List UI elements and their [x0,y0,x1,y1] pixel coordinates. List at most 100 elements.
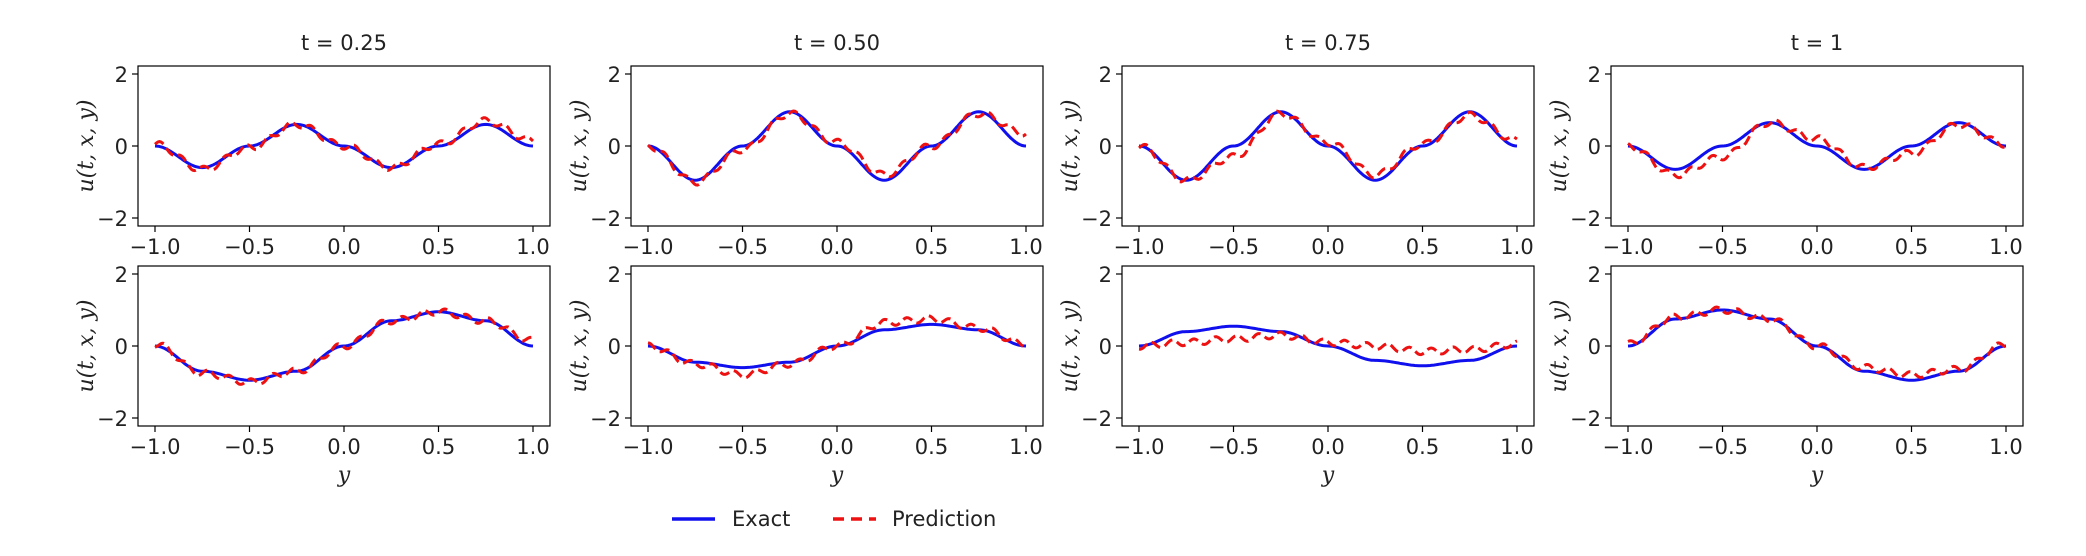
x-tick-label: −0.5 [224,235,275,259]
subplot-title: t = 1 [1791,31,1844,55]
series-prediction-line [646,109,1027,187]
y-axis-label: u(t, x, y) [1058,300,1083,393]
subplot-6: −1.0 −0.5 0.0 0.5 1.0 2 0 −2 u(t, x, y) y [567,263,1044,488]
x-tick-label: 0.5 [915,435,948,459]
x-tick-label: −1.0 [130,435,181,459]
x-tick-label: −1.0 [1114,235,1165,259]
series-prediction-line [1627,118,2007,180]
y-tick-label: −2 [590,407,621,431]
x-tick-label: −1.0 [130,235,181,259]
y-axis-label: u(t, x, y) [567,100,592,193]
y-tick-label: 0 [115,135,128,159]
x-axis-label: y [1810,463,1824,488]
y-tick-label: 0 [115,335,128,359]
x-tick-label: −1.0 [1603,235,1654,259]
series-exact-line [1627,121,2007,171]
y-tick-label: 0 [1588,135,1601,159]
x-tick-label: 0.0 [1311,235,1344,259]
x-tick-label: 0.5 [1895,235,1928,259]
y-tick-label: 0 [1099,135,1112,159]
series-prediction-line [647,314,1027,380]
subplot-1: −1.0 −0.5 0.0 0.5 1.0 2 0 −2 u(t, x, y) t = 0.25 [74,31,551,259]
x-tick-label: 0.0 [327,235,360,259]
x-tick-label: 0.5 [422,435,455,459]
y-tick-label: 2 [608,263,621,287]
y-axis-label: u(t, x, y) [74,300,99,393]
x-tick-label: 0.0 [327,435,360,459]
y-tick-label: 0 [608,335,621,359]
y-tick-label: −2 [1570,407,1601,431]
x-tick-label: 0.0 [1800,435,1833,459]
y-axis-label: u(t, x, y) [1547,100,1572,193]
series-prediction-line [154,116,535,173]
y-tick-label: −2 [97,407,128,431]
subplot-2: −1.0 −0.5 0.0 0.5 1.0 2 0 −2 u(t, x, y) t = 0.50 [567,31,1044,259]
x-tick-label: 1.0 [516,435,549,459]
x-axis-label: y [830,463,844,488]
subplot-5: −1.0 −0.5 0.0 0.5 1.0 2 0 −2 u(t, x, y) y [74,263,551,488]
subplot-8: −1.0 −0.5 0.0 0.5 1.0 2 0 −2 u(t, x, y) y [1547,263,2024,488]
y-tick-label: −2 [1570,207,1601,231]
y-tick-label: 0 [1099,335,1112,359]
y-tick-label: −2 [590,207,621,231]
y-tick-label: 0 [608,135,621,159]
legend-prediction-label: Prediction [892,507,996,531]
y-tick-label: −2 [97,207,128,231]
y-tick-label: 0 [1588,335,1601,359]
subplot-title: t = 0.75 [1285,31,1371,55]
x-tick-label: 0.0 [820,435,853,459]
subplot-grid: −1.0 −0.5 0.0 0.5 1.020−2u(t, x, y)t = 0.25−… [74,31,2024,488]
x-tick-label: −1.0 [623,435,674,459]
legend: Exact Prediction [672,507,996,531]
x-tick-label: 0.0 [1800,235,1833,259]
x-axis-label: y [1321,463,1335,488]
x-tick-label: −0.5 [224,435,275,459]
y-tick-label: 2 [1099,263,1112,287]
x-tick-label: −0.5 [1208,435,1259,459]
x-tick-label: −1.0 [1603,435,1654,459]
series-exact-line [647,110,1027,182]
x-tick-label: −0.5 [1697,235,1748,259]
y-axis-label: u(t, x, y) [567,300,592,393]
x-tick-label: −0.5 [1697,435,1748,459]
x-tick-label: −0.5 [1208,235,1259,259]
x-tick-label: −0.5 [717,235,768,259]
series-prediction-line [154,307,534,386]
series-prediction-line [1627,305,2007,380]
subplot-title: t = 0.50 [794,31,880,55]
series-exact-line [1138,324,1518,368]
x-tick-label: −1.0 [623,235,674,259]
subplot-3: −1.0 −0.5 0.0 0.5 1.0 2 0 −2 u(t, x, y) t = 0.75 [1058,31,1535,259]
x-tick-label: 0.0 [1311,435,1344,459]
x-tick-label: 1.0 [1500,435,1533,459]
x-tick-label: 0.5 [1406,235,1439,259]
series-prediction-line [1138,109,1518,184]
y-axis-label: u(t, x, y) [1058,100,1083,193]
y-tick-label: 2 [1099,63,1112,87]
x-tick-label: 0.5 [1895,435,1928,459]
x-tick-label: 1.0 [1009,235,1042,259]
x-tick-label: 1.0 [1009,435,1042,459]
x-axis-label: y [337,463,351,488]
x-tick-label: 1.0 [1989,235,2022,259]
y-tick-label: −2 [1081,207,1112,231]
x-tick-label: 1.0 [516,235,549,259]
subplot-title: t = 0.25 [301,31,387,55]
y-tick-label: 2 [115,63,128,87]
y-axis-label: u(t, x, y) [74,100,99,193]
y-axis-label: u(t, x, y) [1547,300,1572,393]
subplot-7: −1.0 −0.5 0.0 0.5 1.0 2 0 −2 u(t, x, y) y [1058,263,1535,488]
x-tick-label: 1.0 [1500,235,1533,259]
y-tick-label: 2 [115,263,128,287]
subplot-4: −1.0 −0.5 0.0 0.5 1.0 2 0 −2 u(t, x, y) t = 1 [1547,31,2024,259]
x-tick-label: 0.5 [422,235,455,259]
series-prediction-line [1138,330,1518,357]
y-tick-label: −2 [1081,407,1112,431]
x-tick-label: 0.5 [1406,435,1439,459]
legend-exact-label: Exact [732,507,790,531]
x-tick-label: 0.0 [820,235,853,259]
y-tick-label: 2 [608,63,621,87]
x-tick-label: −1.0 [1114,435,1165,459]
y-tick-label: 2 [1588,263,1601,287]
